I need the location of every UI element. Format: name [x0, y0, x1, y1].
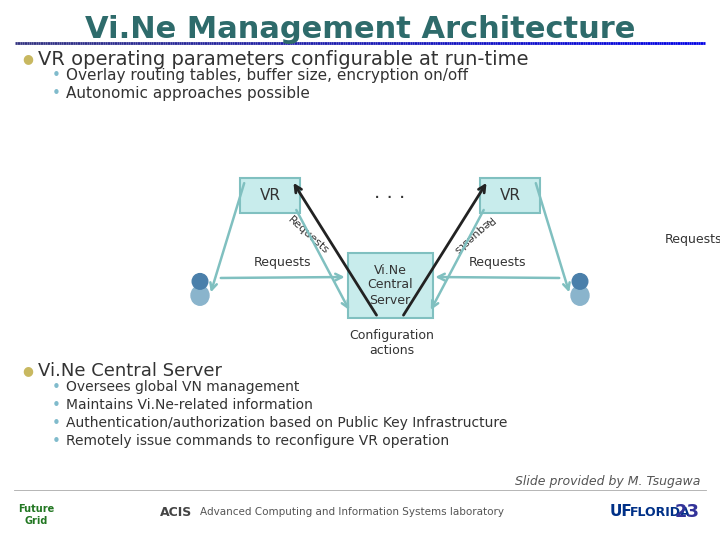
Text: •: •	[52, 398, 61, 413]
Text: Slide provided by M. Tsugawa: Slide provided by M. Tsugawa	[515, 475, 700, 488]
Text: Vi.Ne Management Architecture: Vi.Ne Management Architecture	[85, 15, 635, 44]
Text: ●: ●	[22, 364, 33, 377]
Text: Configuration
actions: Configuration actions	[350, 329, 434, 357]
Text: •: •	[52, 380, 61, 395]
Text: Future
Grid: Future Grid	[18, 504, 54, 525]
Text: •: •	[52, 434, 61, 449]
Text: UF: UF	[610, 504, 633, 519]
Text: . . .: . . .	[374, 184, 405, 202]
Text: Requests: Requests	[253, 256, 311, 269]
Text: Remotely issue commands to reconfigure VR operation: Remotely issue commands to reconfigure V…	[66, 434, 449, 448]
Text: •: •	[52, 86, 61, 101]
Text: Requests: Requests	[286, 214, 330, 256]
Text: Overlay routing tables, buffer size, encryption on/off: Overlay routing tables, buffer size, enc…	[66, 68, 468, 83]
Text: Vi.Ne
Central
Server: Vi.Ne Central Server	[367, 264, 413, 307]
Text: •: •	[52, 416, 61, 431]
Text: Autonomic approaches possible: Autonomic approaches possible	[66, 86, 310, 101]
Text: Advanced Computing and Information Systems laboratory: Advanced Computing and Information Syste…	[200, 507, 504, 517]
Text: Requests: Requests	[665, 233, 720, 246]
Text: VR: VR	[259, 187, 281, 202]
Text: VR operating parameters configurable at run-time: VR operating parameters configurable at …	[38, 50, 528, 69]
Text: 23: 23	[675, 503, 700, 521]
Text: Requests: Requests	[449, 214, 495, 256]
Text: Vi.Ne Central Server: Vi.Ne Central Server	[38, 362, 222, 380]
FancyBboxPatch shape	[480, 178, 540, 213]
FancyBboxPatch shape	[348, 253, 433, 318]
Circle shape	[192, 274, 208, 289]
Text: Authentication/authorization based on Public Key Infrastructure: Authentication/authorization based on Pu…	[66, 416, 508, 430]
Text: Maintains Vi.Ne-related information: Maintains Vi.Ne-related information	[66, 398, 313, 412]
Ellipse shape	[191, 286, 209, 305]
Text: ACIS: ACIS	[160, 505, 192, 518]
Text: •: •	[52, 68, 61, 83]
Text: ●: ●	[22, 52, 33, 65]
Text: FLORIDA: FLORIDA	[630, 505, 690, 518]
FancyBboxPatch shape	[240, 178, 300, 213]
Text: VR: VR	[500, 187, 521, 202]
Text: Requests: Requests	[469, 256, 526, 269]
Ellipse shape	[571, 286, 589, 305]
Circle shape	[572, 274, 588, 289]
Text: Oversees global VN management: Oversees global VN management	[66, 380, 300, 394]
